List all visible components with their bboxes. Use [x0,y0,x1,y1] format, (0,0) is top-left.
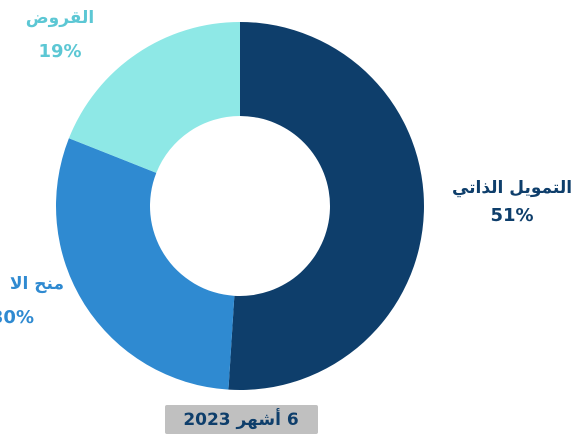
donut-slice [55,138,235,390]
slice-label: القروض [26,8,94,28]
caption-badge: 6 أشهر 2023 [165,405,318,434]
slice-label: منح الا [10,274,64,294]
donut-slice [68,22,240,173]
slice-value-label: 51% [490,205,533,226]
donut-slice [228,22,424,390]
slice-value-label: 30% [0,307,34,328]
caption-background [165,405,318,434]
slice-label: التمويل الذاتي [452,178,572,198]
caption: 6 أشهر 2023 [183,408,298,430]
slice-value-label: 19% [38,41,81,62]
